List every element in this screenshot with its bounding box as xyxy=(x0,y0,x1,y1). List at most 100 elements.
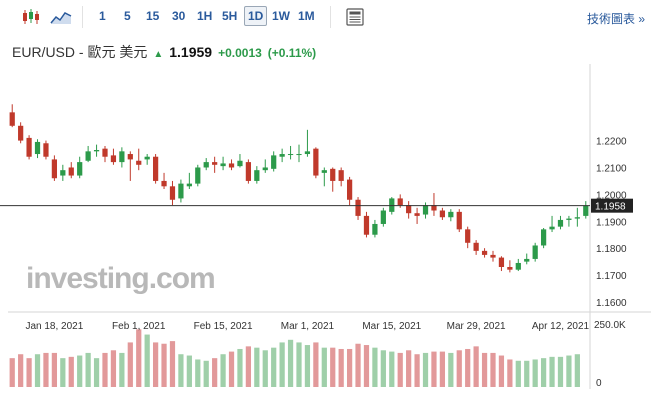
volume-bar xyxy=(254,347,260,387)
volume-bar xyxy=(119,352,125,387)
interval-1h[interactable]: 1H xyxy=(197,9,213,23)
candle-body xyxy=(178,183,184,199)
volume-bar xyxy=(363,345,370,387)
candlestick-series xyxy=(9,104,589,273)
volume-bar xyxy=(549,356,555,387)
interval-1d[interactable]: 1D xyxy=(244,6,268,26)
volume-bar xyxy=(313,342,319,387)
candle-body xyxy=(456,211,462,230)
candle-body xyxy=(228,163,235,168)
interval-1[interactable]: 1 xyxy=(99,9,106,23)
candle-body xyxy=(254,170,260,181)
candle-body xyxy=(465,229,471,243)
volume-bar xyxy=(287,339,294,387)
volume-bar xyxy=(557,356,564,387)
candle-body xyxy=(85,151,91,161)
candle-body xyxy=(43,143,49,157)
price-chart[interactable]: investing.com 1.22001.21001.20001.19001.… xyxy=(0,64,651,409)
candle-body xyxy=(212,162,218,165)
volume-bar xyxy=(26,358,32,387)
candle-body xyxy=(406,205,412,214)
volume-bar xyxy=(448,352,454,387)
volume-bar xyxy=(338,348,344,387)
volume-bar xyxy=(321,347,327,387)
price-change: +0.0013 xyxy=(218,46,262,60)
candle-body xyxy=(557,219,564,227)
area-chart-icon[interactable] xyxy=(50,8,72,26)
candle-body xyxy=(372,223,378,235)
investing-logo: investing.com xyxy=(26,262,215,295)
last-price: 1.1959 xyxy=(169,44,213,60)
candle-body xyxy=(110,155,117,163)
candle-body xyxy=(422,205,429,215)
interval-5h[interactable]: 5H xyxy=(222,9,238,23)
technical-chart-link[interactable]: 技術圖表 » xyxy=(586,12,645,26)
volume-bar xyxy=(68,356,74,387)
volume-bar xyxy=(77,355,83,387)
candle-body xyxy=(127,154,133,160)
volume-bar xyxy=(389,351,395,387)
volume-bar xyxy=(279,342,285,387)
chart-axes: 1.2200 1.2100 1.2000 1.1900 1.1800 1.1700 1.16… xyxy=(0,137,633,389)
candle-body xyxy=(262,167,268,171)
interval-30[interactable]: 30 xyxy=(172,9,186,23)
volume-bar xyxy=(465,348,471,387)
candle-body xyxy=(60,170,66,176)
interval-1w[interactable]: 1W xyxy=(272,9,290,23)
volume-bar xyxy=(228,351,235,387)
candle-body xyxy=(296,154,302,156)
candle-body xyxy=(152,156,159,181)
volume-bar xyxy=(296,342,302,387)
candle-body xyxy=(490,254,496,258)
toolbar-divider xyxy=(330,6,331,28)
interval-15[interactable]: 15 xyxy=(146,9,160,23)
candle-body xyxy=(507,267,513,270)
x-tick-label: Apr 12, 2021 xyxy=(532,321,590,332)
volume-bar xyxy=(186,355,192,387)
volume-bar xyxy=(136,329,142,387)
interval-1m[interactable]: 1M xyxy=(298,9,315,23)
volume-bar xyxy=(144,334,150,387)
candle-body xyxy=(473,242,479,251)
volume-bar xyxy=(161,343,167,387)
candle-body xyxy=(169,186,176,200)
volume-bar xyxy=(380,350,386,387)
volume-bar xyxy=(532,359,538,387)
candle-body xyxy=(524,258,530,262)
volume-bar xyxy=(574,354,580,387)
volume-bar xyxy=(515,360,521,387)
y-tick-label: 1.1600 xyxy=(596,298,627,309)
volume-bar xyxy=(195,359,201,387)
x-tick-label: Mar 15, 2021 xyxy=(362,321,421,332)
volume-bar xyxy=(203,360,209,387)
interval-5[interactable]: 5 xyxy=(124,9,131,23)
candle-body xyxy=(540,229,547,246)
volume-bar xyxy=(245,346,252,387)
x-tick-label: Mar 29, 2021 xyxy=(447,321,506,332)
candle-body xyxy=(144,156,150,160)
candle-body xyxy=(136,160,142,165)
candle-body xyxy=(380,210,386,224)
volume-bar xyxy=(439,351,446,387)
y-tick-label: 1.2200 xyxy=(596,137,627,148)
candle-body xyxy=(279,154,285,157)
volume-bar xyxy=(406,350,412,387)
volume-bar xyxy=(127,342,133,387)
x-tick-label: Feb 1, 2021 xyxy=(112,321,166,332)
candle-body xyxy=(431,205,437,211)
candle-body xyxy=(18,125,24,141)
candlestick-icon[interactable] xyxy=(20,8,42,26)
candle-body xyxy=(498,257,505,267)
calculator-icon[interactable] xyxy=(344,8,366,26)
volume-bar xyxy=(431,351,437,387)
volume-bar xyxy=(397,352,403,387)
candle-body xyxy=(414,213,420,216)
volume-bar xyxy=(490,352,496,387)
candle-body xyxy=(34,141,41,155)
volume-bar xyxy=(524,360,530,387)
chart-toolbar: 1 5 15 30 1H 5H 1D 1W 1M 技術圖表 » xyxy=(0,0,651,34)
volume-bar xyxy=(271,347,277,387)
volume-bar xyxy=(110,350,117,387)
toolbar-divider xyxy=(82,6,83,28)
volume-bar xyxy=(346,348,353,387)
